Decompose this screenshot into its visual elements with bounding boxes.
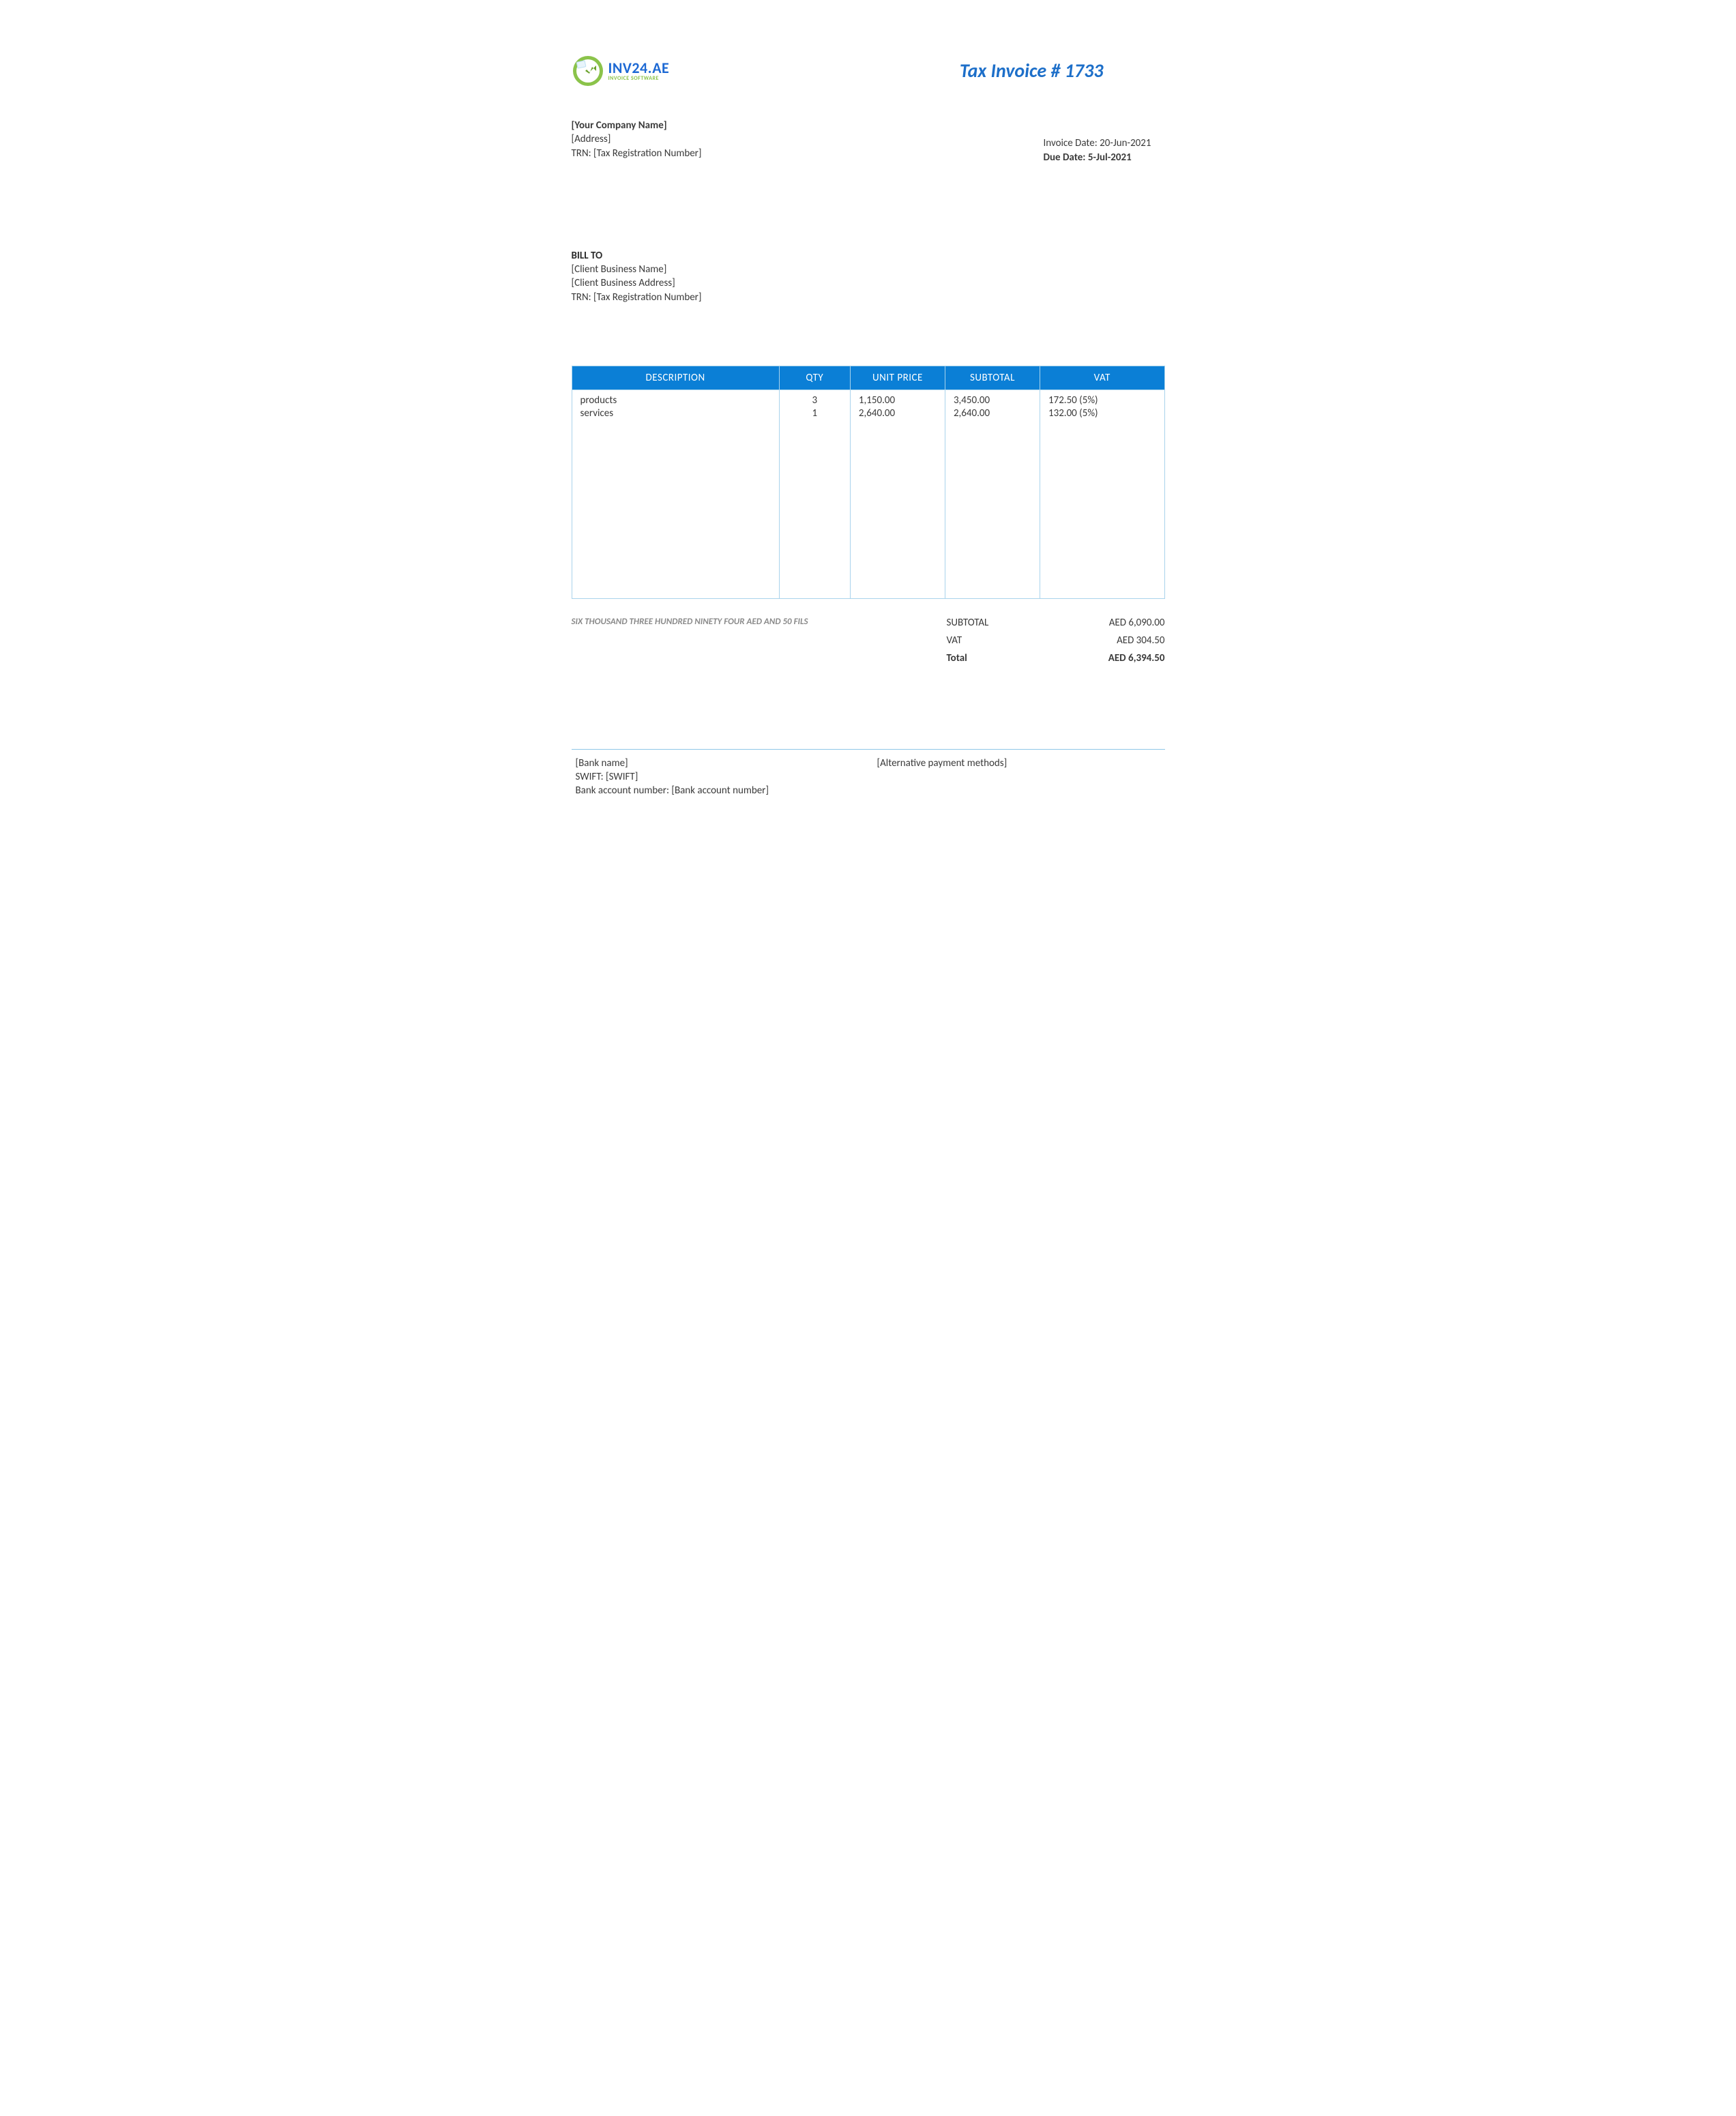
- row-desc-1: services: [580, 407, 771, 421]
- subtotal-row: SUBTOTAL AED 6,090.00: [947, 614, 1165, 632]
- logo-text: INV24.AE INVOICE SOFTWARE: [608, 61, 670, 81]
- swift-label: SWIFT:: [576, 771, 606, 783]
- subtotal-label: SUBTOTAL: [947, 617, 989, 629]
- row-qty-1: 1: [788, 407, 842, 421]
- cell-vat: 172.50 (5%) 132.00 (5%): [1040, 390, 1164, 598]
- col-unit-price: UNIT PRICE: [850, 366, 945, 390]
- swift-value: [SWIFT]: [606, 771, 638, 783]
- bank-swift: SWIFT: [SWIFT]: [576, 770, 864, 784]
- row-qty-0: 3: [788, 394, 842, 408]
- vat-row: VAT AED 304.50: [947, 632, 1165, 649]
- subtotal-value: AED 6,090.00: [1109, 617, 1165, 629]
- billto-trn: TRN: [Tax Registration Number]: [572, 291, 1165, 304]
- company-trn-label: TRN:: [572, 147, 594, 160]
- row-desc-0: products: [580, 394, 771, 408]
- bank-name: [Bank name]: [576, 756, 864, 770]
- amount-in-words: SIX THOUSAND THREE HUNDRED NINETY FOUR A…: [572, 617, 808, 627]
- cell-description: products services: [572, 390, 779, 598]
- due-date-value: 5-Jul-2021: [1088, 151, 1132, 164]
- row-sub-1: 2,640.00: [954, 407, 1031, 421]
- footer-alt-methods: [Alternative payment methods]: [864, 756, 1165, 798]
- invoice-logo-icon: [572, 55, 604, 87]
- cell-unit: 1,150.00 2,640.00: [850, 390, 945, 598]
- row-vat-1: 132.00 (5%): [1048, 407, 1156, 421]
- account-value: [Bank account number]: [671, 784, 769, 797]
- row-unit-0: 1,150.00: [859, 394, 937, 408]
- row-sub-0: 3,450.00: [954, 394, 1031, 408]
- due-date: Due Date: 5-Jul-2021: [1044, 151, 1151, 165]
- col-description: DESCRIPTION: [572, 366, 779, 390]
- logo-main-text: INV24.AE: [608, 61, 670, 76]
- total-label: Total: [947, 652, 967, 664]
- items-table-head: DESCRIPTION QTY UNIT PRICE SUBTOTAL VAT: [572, 366, 1164, 390]
- dates-block: Invoice Date: 20-Jun-2021 Due Date: 5-Ju…: [1044, 136, 1151, 165]
- invoice-date-value: 20-Jun-2021: [1100, 137, 1151, 149]
- items-table-body: products services 3 1 1,150.00 2,640.00 …: [572, 390, 1164, 598]
- invoice-number: 1733: [1065, 59, 1104, 83]
- row-vat-0: 172.50 (5%): [1048, 394, 1156, 408]
- invoice-date: Invoice Date: 20-Jun-2021: [1044, 136, 1151, 151]
- cell-sub: 3,450.00 2,640.00: [945, 390, 1040, 598]
- total-value: AED 6,394.50: [1108, 652, 1165, 664]
- col-vat: VAT: [1040, 366, 1164, 390]
- invoice-page: INV24.AE INVOICE SOFTWARE Tax Invoice # …: [531, 0, 1206, 839]
- footer-bank: [Bank name] SWIFT: [SWIFT] Bank account …: [572, 756, 864, 798]
- billto-label: BILL TO: [572, 249, 1165, 263]
- items-table: DESCRIPTION QTY UNIT PRICE SUBTOTAL VAT …: [572, 366, 1165, 599]
- invoice-date-label: Invoice Date:: [1044, 137, 1100, 149]
- header-row: INV24.AE INVOICE SOFTWARE Tax Invoice # …: [572, 55, 1165, 87]
- footer: [Bank name] SWIFT: [SWIFT] Bank account …: [572, 749, 1165, 798]
- col-qty: QTY: [779, 366, 850, 390]
- bank-account: Bank account number: [Bank account numbe…: [576, 784, 864, 797]
- invoice-title: Tax Invoice # 1733: [960, 59, 1104, 83]
- total-row: Total AED 6,394.50: [947, 649, 1165, 667]
- row-unit-1: 2,640.00: [859, 407, 937, 421]
- vat-value: AED 304.50: [1117, 634, 1164, 647]
- col-subtotal: SUBTOTAL: [945, 366, 1040, 390]
- vat-label: VAT: [947, 634, 962, 647]
- billto-block: BILL TO [Client Business Name] [Client B…: [572, 249, 1165, 304]
- totals-block: SUBTOTAL AED 6,090.00 VAT AED 304.50 Tot…: [947, 614, 1165, 667]
- due-date-label: Due Date:: [1044, 151, 1088, 164]
- logo-sub-text: INVOICE SOFTWARE: [608, 76, 670, 81]
- company-name: [Your Company Name]: [572, 119, 1165, 132]
- account-label: Bank account number:: [576, 784, 672, 797]
- billto-trn-value: [Tax Registration Number]: [593, 291, 701, 304]
- cell-qty: 3 1: [779, 390, 850, 598]
- logo-block: INV24.AE INVOICE SOFTWARE: [572, 55, 670, 87]
- billto-address: [Client Business Address]: [572, 276, 1165, 290]
- invoice-title-prefix: Tax Invoice #: [960, 59, 1065, 83]
- billto-name: [Client Business Name]: [572, 263, 1165, 276]
- company-trn-value: [Tax Registration Number]: [593, 147, 701, 160]
- billto-trn-label: TRN:: [572, 291, 594, 304]
